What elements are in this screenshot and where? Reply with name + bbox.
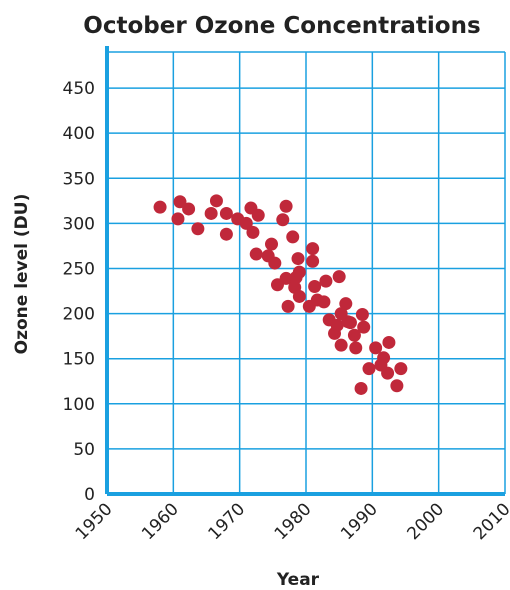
data-point-27	[292, 265, 306, 279]
data-point-55	[382, 335, 396, 349]
data-point-21	[279, 271, 293, 285]
x-axis-label: Year	[276, 570, 320, 590]
data-point-12	[246, 225, 260, 239]
data-point-16	[265, 237, 279, 251]
data-point-51	[369, 341, 383, 355]
x-tick-label-1980: 1980	[271, 499, 316, 544]
data-point-39	[332, 270, 346, 284]
data-point-1	[171, 212, 185, 226]
data-point-41	[334, 338, 348, 352]
data-point-50	[362, 362, 376, 376]
data-point-34	[317, 295, 331, 309]
y-tick-label-200: 200	[63, 305, 95, 325]
data-point-13	[251, 208, 265, 222]
data-point-2	[173, 195, 187, 209]
y-tick-label-300: 300	[63, 214, 95, 234]
data-point-8	[219, 227, 233, 241]
data-points	[153, 194, 408, 395]
data-point-56	[390, 379, 404, 393]
y-tick-label-50: 50	[73, 440, 95, 460]
y-tick-label-150: 150	[63, 350, 95, 370]
y-tick-label-250: 250	[63, 259, 95, 279]
y-axis-label: Ozone level (DU)	[12, 194, 32, 355]
data-point-45	[347, 328, 361, 342]
data-point-0	[153, 200, 167, 214]
data-point-46	[349, 341, 363, 355]
data-point-42	[339, 297, 353, 311]
data-point-47	[354, 381, 368, 395]
x-tick-label-1950: 1950	[72, 499, 117, 544]
data-point-7	[219, 206, 233, 220]
y-tick-labels: 0 50 100 150 200 250 300 350 400 450	[63, 79, 95, 505]
data-point-17	[268, 256, 282, 270]
y-tick-label-450: 450	[63, 79, 95, 99]
data-point-19	[276, 213, 290, 227]
axes	[105, 46, 505, 496]
data-point-54	[381, 366, 395, 380]
data-point-38	[330, 318, 344, 332]
x-tick-label-1990: 1990	[337, 499, 382, 544]
x-tick-labels: 1950 1960 1970 1980 1990 2000 2010	[72, 499, 510, 544]
data-point-49	[357, 320, 371, 334]
data-point-5	[204, 206, 218, 220]
data-point-26	[291, 252, 305, 266]
data-point-44	[343, 316, 357, 330]
data-point-28	[292, 289, 306, 303]
data-point-14	[249, 247, 263, 261]
data-point-35	[319, 274, 333, 288]
x-tick-label-2010: 2010	[470, 499, 510, 544]
data-point-23	[286, 230, 300, 244]
data-point-30	[306, 242, 320, 256]
data-point-57	[394, 362, 408, 376]
data-point-3	[182, 202, 196, 216]
data-point-31	[306, 254, 320, 268]
data-point-20	[279, 199, 293, 213]
data-point-32	[308, 280, 322, 294]
y-tick-label-0: 0	[84, 485, 95, 505]
y-tick-label-100: 100	[63, 395, 95, 415]
data-point-53	[377, 351, 391, 365]
data-point-10	[239, 216, 253, 230]
data-point-6	[209, 194, 223, 208]
data-point-48	[355, 307, 369, 321]
grid-lines	[107, 51, 506, 494]
data-point-4	[191, 222, 205, 236]
x-tick-label-2000: 2000	[403, 499, 448, 544]
y-tick-label-400: 400	[63, 124, 95, 144]
y-tick-label-350: 350	[63, 169, 95, 189]
x-tick-label-1960: 1960	[138, 499, 183, 544]
data-point-22	[281, 299, 295, 313]
x-tick-label-1970: 1970	[204, 499, 249, 544]
chart-title: October Ozone Concentrations	[83, 13, 480, 39]
